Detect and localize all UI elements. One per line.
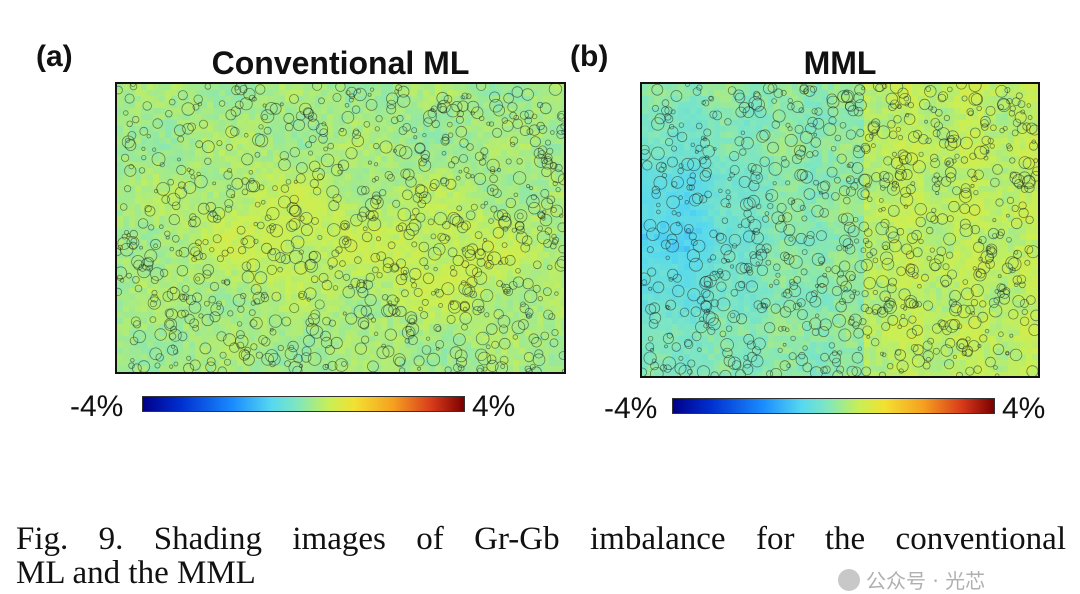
panel-b-title: MML xyxy=(803,45,877,81)
panel-b-label: (b) xyxy=(570,40,609,73)
caption-line-2: ML and the MML xyxy=(16,555,256,591)
panel-a-colorbar-min-label: -4% xyxy=(70,390,124,423)
panel-b-colorbar xyxy=(672,398,995,414)
panel-a-colorbar-max-label: 4% xyxy=(472,390,516,423)
panel-b-colorbar-min-label: -4% xyxy=(604,392,658,425)
panel-a-title: Conventional ML xyxy=(211,45,470,81)
panel-a-shading-map xyxy=(115,82,566,374)
watermark-text: 公众号 · 光芯 xyxy=(866,569,986,593)
wechat-icon xyxy=(838,568,860,591)
panel-a-colorbar xyxy=(142,396,465,412)
panel-a-label: (a) xyxy=(36,40,73,73)
figure-caption: Fig. 9. Shading images of Gr-Gb imbalanc… xyxy=(16,522,1066,590)
panel-b-shading-map xyxy=(640,82,1040,378)
watermark: 公众号 · 光芯 xyxy=(838,565,985,594)
caption-line-1: Fig. 9. Shading images of Gr-Gb imbalanc… xyxy=(16,521,1066,557)
panel-b-colorbar-max-label: 4% xyxy=(1002,392,1046,425)
